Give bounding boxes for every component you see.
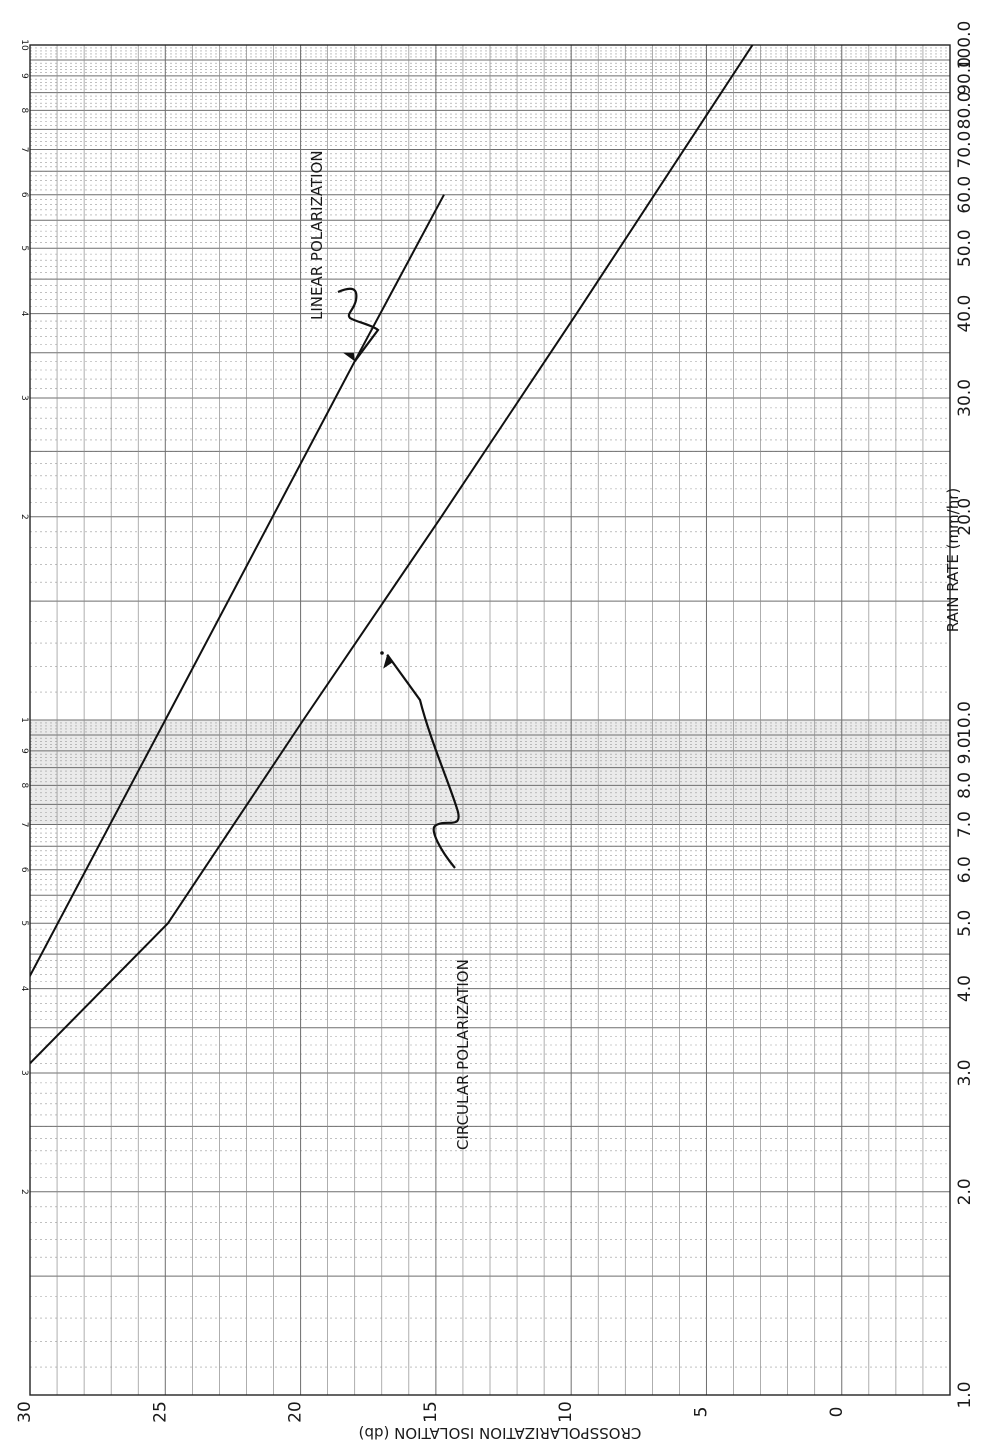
data-dot: [380, 651, 384, 655]
tick-label-isolation: 20: [286, 1401, 306, 1423]
tick-label-paper: 10: [19, 39, 29, 51]
tick-label-rain-rate: 70.0: [955, 131, 975, 169]
annotation-circular-polarization: CIRCULAR POLARIZATION: [454, 959, 472, 1150]
tick-label-paper: 4: [19, 311, 29, 317]
tick-label-rain-rate: 60.0: [955, 176, 975, 214]
tick-label-paper: 8: [19, 783, 29, 789]
tick-label-paper: 9: [19, 73, 29, 79]
tick-label-paper: 6: [19, 867, 29, 873]
tick-label-paper: 7: [19, 147, 29, 153]
tick-label-paper: 5: [19, 245, 29, 251]
grid: [30, 45, 950, 1395]
tick-label-paper: 5: [19, 920, 29, 926]
tick-label-rain-rate: 9.0: [955, 737, 975, 764]
tick-label-rain-rate: 80.0: [955, 91, 975, 129]
tick-label-rain-rate: 6.0: [955, 856, 975, 883]
tick-label-rain-rate: 5.0: [955, 910, 975, 937]
tick-label-isolation: 25: [150, 1401, 170, 1423]
axis-title-rain-rate: RAIN RATE (mm/hr): [944, 488, 962, 632]
tick-label-isolation: 15: [421, 1401, 441, 1423]
tick-label-rain-rate: 3.0: [955, 1059, 975, 1086]
tick-label-paper: 8: [19, 108, 29, 114]
tick-label-rain-rate: 7.0: [955, 811, 975, 838]
tick-label-rain-rate: 50.0: [955, 229, 975, 267]
tick-label-rain-rate: 10.0: [955, 701, 975, 739]
tick-label-paper: 2: [19, 514, 29, 520]
tick-label-paper: 9: [19, 748, 29, 754]
tick-label-paper: 7: [19, 822, 29, 828]
tick-label-rain-rate: 2.0: [955, 1178, 975, 1205]
tick-label-rain-rate: 1.0: [955, 1381, 975, 1408]
tick-label-rain-rate: 40.0: [955, 295, 975, 333]
tick-label-paper: 4: [19, 986, 29, 992]
tick-label-rain-rate: 30.0: [955, 379, 975, 417]
tick-label-isolation: 5: [692, 1407, 712, 1418]
tick-label-paper: 3: [19, 395, 29, 401]
tick-label-paper: 6: [19, 192, 29, 198]
annotations: LINEAR POLARIZATION CIRCULAR POLARIZATION: [308, 150, 472, 1150]
tick-label-paper: 1: [19, 717, 29, 723]
tick-label-paper: 3: [19, 1070, 29, 1076]
annotation-linear-polarization: LINEAR POLARIZATION: [308, 150, 326, 320]
arrow-linear: [338, 289, 378, 362]
tick-label-isolation: 30: [15, 1401, 35, 1423]
tick-label-rain-rate: 100.0: [955, 21, 975, 70]
axis-title-isolation: CROSSPOLARIZATION ISOLATION (db): [359, 1424, 642, 1442]
tick-label-rain-rate: 8.0: [955, 772, 975, 799]
tick-label-paper: 2: [19, 1189, 29, 1195]
tick-label-rain-rate: 4.0: [955, 975, 975, 1002]
tick-label-isolation: 10: [556, 1401, 576, 1423]
tick-label-isolation: 0: [827, 1407, 847, 1418]
